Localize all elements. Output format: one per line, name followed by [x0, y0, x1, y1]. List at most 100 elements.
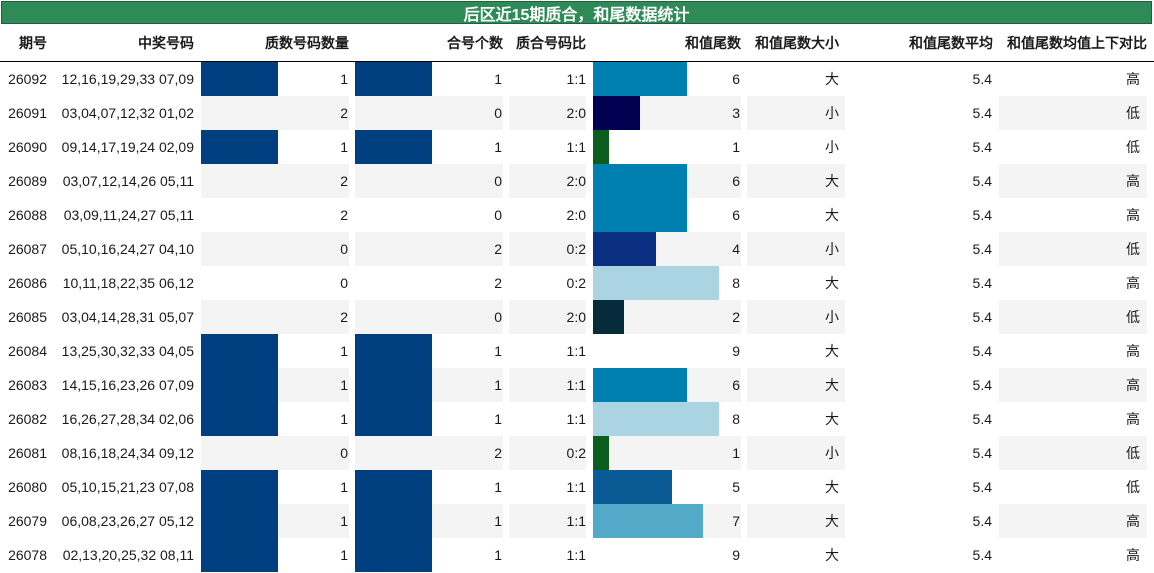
- tail-size-cell: 小: [825, 241, 839, 257]
- row-stripe: [355, 164, 503, 198]
- row-stripe: [0, 164, 200, 198]
- ratio-cell: 0:2: [566, 445, 586, 461]
- numbers-cell: 05,10,15,21,23 07,08: [61, 479, 194, 495]
- row-stripe: [747, 300, 845, 334]
- tail-bar: [593, 402, 719, 436]
- tail-cell: 3: [732, 105, 740, 121]
- prime-count-cell: 1: [340, 547, 348, 563]
- tail-cell: 6: [732, 71, 740, 87]
- composite-count-bar: [355, 402, 432, 436]
- tail-avg-cell: 5.4: [972, 513, 992, 529]
- row-stripe: [747, 436, 845, 470]
- prime-count-bar: [201, 504, 278, 538]
- prime-count-bar: [201, 402, 278, 436]
- table-row: 26086 10,11,18,22,35 06,12 0 2 0:2 8 大 5.4 高: [0, 266, 1154, 300]
- tail-compare-cell: 高: [1126, 71, 1140, 87]
- numbers-cell: 03,09,11,24,27 05,11: [63, 207, 194, 223]
- tail-compare-cell: 高: [1126, 173, 1140, 189]
- row-stripe: [0, 96, 200, 130]
- ratio-cell: 1:1: [566, 513, 586, 529]
- row-stripe: [509, 164, 586, 198]
- prime-count-cell: 2: [340, 173, 348, 189]
- composite-count-bar: [355, 470, 432, 504]
- tail-avg-cell: 5.4: [972, 411, 992, 427]
- tail-bar: [593, 232, 656, 266]
- table-row: 26091 03,04,07,12,32 01,02 2 0 2:0 3 小 5.4 低: [0, 96, 1154, 130]
- tail-bar: [593, 368, 687, 402]
- tail-cell: 8: [732, 275, 740, 291]
- tail-cell: 6: [732, 173, 740, 189]
- tail-compare-cell: 低: [1126, 105, 1140, 121]
- row-stripe: [0, 436, 200, 470]
- table-row: 26085 03,04,14,28,31 05,07 2 0 2:0 2 小 5.4 低: [0, 300, 1154, 334]
- composite-count-bar: [355, 538, 432, 572]
- header-tail: 和值尾数: [685, 35, 741, 51]
- tail-size-cell: 大: [825, 411, 839, 427]
- tail-cell: 8: [732, 411, 740, 427]
- tail-size-cell: 大: [825, 377, 839, 393]
- prime-count-cell: 1: [340, 479, 348, 495]
- tail-avg-cell: 5.4: [972, 275, 992, 291]
- tail-compare-cell: 低: [1126, 241, 1140, 257]
- tail-compare-cell: 高: [1126, 411, 1140, 427]
- row-stripe: [999, 504, 1147, 538]
- row-stripe: [355, 96, 503, 130]
- numbers-cell: 03,04,14,28,31 05,07: [61, 309, 194, 325]
- tail-compare-cell: 高: [1126, 377, 1140, 393]
- composite-count-cell: 1: [494, 377, 502, 393]
- tail-cell: 6: [732, 377, 740, 393]
- row-stripe: [0, 504, 200, 538]
- row-stripe: [999, 300, 1147, 334]
- row-stripe: [747, 96, 845, 130]
- numbers-cell: 03,07,12,14,26 05,11: [62, 173, 194, 189]
- composite-count-cell: 1: [494, 513, 502, 529]
- row-stripe: [0, 300, 200, 334]
- prime-count-cell: 1: [340, 139, 348, 155]
- numbers-cell: 10,11,18,22,35 06,12: [62, 275, 194, 291]
- tail-cell: 2: [732, 309, 740, 325]
- row-stripe: [0, 232, 200, 266]
- tail-compare-cell: 高: [1126, 547, 1140, 563]
- tail-bar: [593, 300, 624, 334]
- header-tail-avg: 和值尾数平均: [909, 35, 993, 51]
- tail-compare-cell: 高: [1126, 207, 1140, 223]
- tail-avg-cell: 5.4: [972, 479, 992, 495]
- tail-cell: 9: [732, 343, 740, 359]
- tail-cell: 5: [732, 479, 740, 495]
- numbers-cell: 12,16,19,29,33 07,09: [61, 71, 194, 87]
- composite-count-cell: 1: [494, 479, 502, 495]
- tail-compare-cell: 低: [1126, 479, 1140, 495]
- numbers-cell: 02,13,20,25,32 08,11: [62, 547, 194, 563]
- row-stripe: [201, 232, 349, 266]
- composite-count-cell: 1: [494, 139, 502, 155]
- composite-count-cell: 1: [494, 343, 502, 359]
- tail-bar: [593, 504, 703, 538]
- ratio-cell: 0:2: [566, 241, 586, 257]
- composite-count-cell: 2: [494, 445, 502, 461]
- tail-compare-cell: 高: [1126, 513, 1140, 529]
- header-numbers: 中奖号码: [138, 35, 194, 51]
- issue-cell: 26081: [8, 445, 47, 461]
- row-stripe: [999, 232, 1147, 266]
- row-stripe: [509, 504, 586, 538]
- composite-count-bar: [355, 368, 432, 402]
- tail-avg-cell: 5.4: [972, 309, 992, 325]
- tail-size-cell: 大: [825, 513, 839, 529]
- tail-size-cell: 大: [825, 173, 839, 189]
- prime-count-cell: 0: [340, 445, 348, 461]
- tail-cell: 9: [732, 547, 740, 563]
- prime-count-cell: 1: [340, 343, 348, 359]
- ratio-cell: 2:0: [566, 105, 586, 121]
- tail-avg-cell: 5.4: [972, 343, 992, 359]
- table-row: 26078 02,13,20,25,32 08,11 1 1 1:1 9 大 5.4 高: [0, 538, 1154, 572]
- tail-compare-cell: 高: [1126, 275, 1140, 291]
- tail-avg-cell: 5.4: [972, 105, 992, 121]
- composite-count-cell: 1: [494, 411, 502, 427]
- prime-count-bar: [201, 62, 278, 96]
- tail-size-cell: 大: [825, 275, 839, 291]
- composite-count-bar: [355, 334, 432, 368]
- tail-size-cell: 大: [825, 71, 839, 87]
- prime-count-cell: 1: [340, 71, 348, 87]
- row-stripe: [201, 300, 349, 334]
- prime-count-cell: 2: [340, 105, 348, 121]
